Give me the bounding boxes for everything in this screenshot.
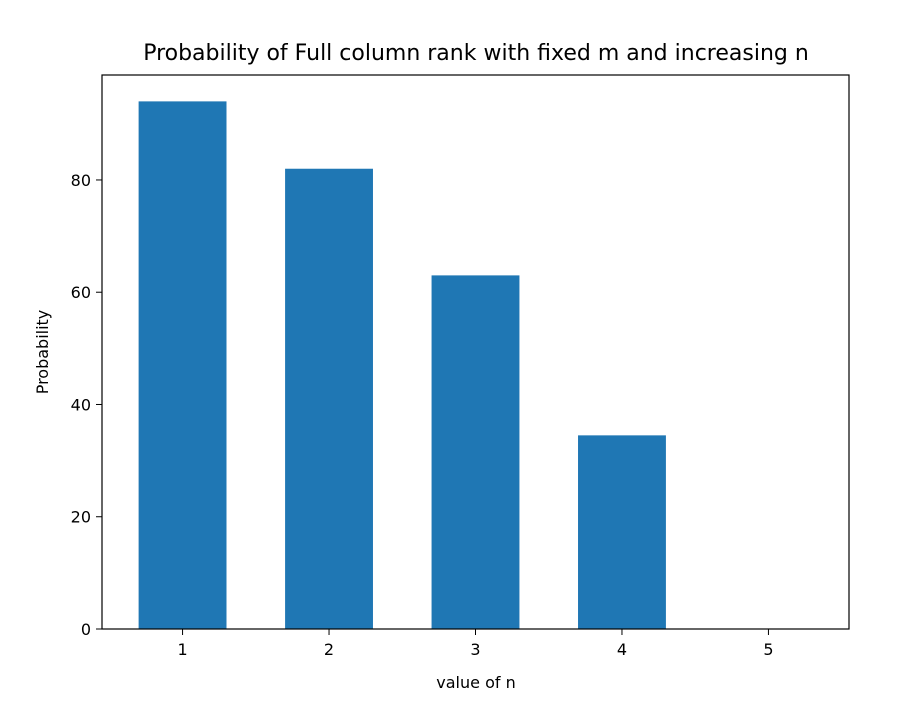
- y-tick-label-40: 40: [71, 395, 91, 414]
- y-tick-label-80: 80: [71, 171, 91, 190]
- x-tick-label-3: 3: [470, 640, 480, 659]
- bar-2: [285, 168, 373, 629]
- x-tick-label-4: 4: [617, 640, 627, 659]
- y-tick-label-60: 60: [71, 283, 91, 302]
- bars-group: [138, 101, 666, 629]
- y-axis-ticks: 0 20 40 60 80: [71, 171, 102, 639]
- y-tick-label-0: 0: [81, 620, 91, 639]
- y-tick-label-20: 20: [71, 508, 91, 527]
- y-axis-label: Probability: [33, 310, 52, 395]
- x-axis-label: value of n: [436, 673, 515, 692]
- x-tick-label-2: 2: [324, 640, 334, 659]
- bar-4: [578, 435, 666, 629]
- chart-title: Probability of Full column rank with fix…: [143, 41, 809, 66]
- bar-1: [138, 101, 227, 629]
- x-tick-label-1: 1: [177, 640, 187, 659]
- x-tick-label-5: 5: [763, 640, 773, 659]
- x-axis-ticks: 1 2 3 4 5: [177, 629, 774, 659]
- bar-3: [431, 275, 520, 629]
